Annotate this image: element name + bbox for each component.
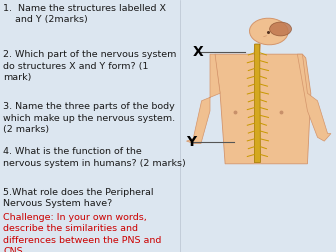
Polygon shape bbox=[254, 44, 260, 53]
Text: 2. Which part of the nervous system
do structures X and Y form? (1
mark): 2. Which part of the nervous system do s… bbox=[3, 50, 177, 82]
Polygon shape bbox=[215, 54, 311, 164]
Text: Y: Y bbox=[186, 135, 197, 149]
Ellipse shape bbox=[269, 22, 292, 36]
Text: X: X bbox=[193, 45, 204, 59]
Text: 4. What is the function of the
nervous system in humans? (2 marks): 4. What is the function of the nervous s… bbox=[3, 147, 186, 168]
Text: 3. Name the three parts of the body
which make up the nervous system.
(2 marks): 3. Name the three parts of the body whic… bbox=[3, 102, 175, 134]
Ellipse shape bbox=[250, 18, 288, 45]
Text: Challenge: In your own words,
describe the similarities and
differences between : Challenge: In your own words, describe t… bbox=[3, 213, 162, 252]
Text: 1.  Name the structures labelled X
    and Y (2marks): 1. Name the structures labelled X and Y … bbox=[3, 4, 166, 24]
Polygon shape bbox=[186, 54, 220, 144]
Polygon shape bbox=[297, 54, 331, 141]
Polygon shape bbox=[254, 44, 260, 163]
Text: 5.What role does the Peripheral
Nervous System have?: 5.What role does the Peripheral Nervous … bbox=[3, 188, 154, 208]
